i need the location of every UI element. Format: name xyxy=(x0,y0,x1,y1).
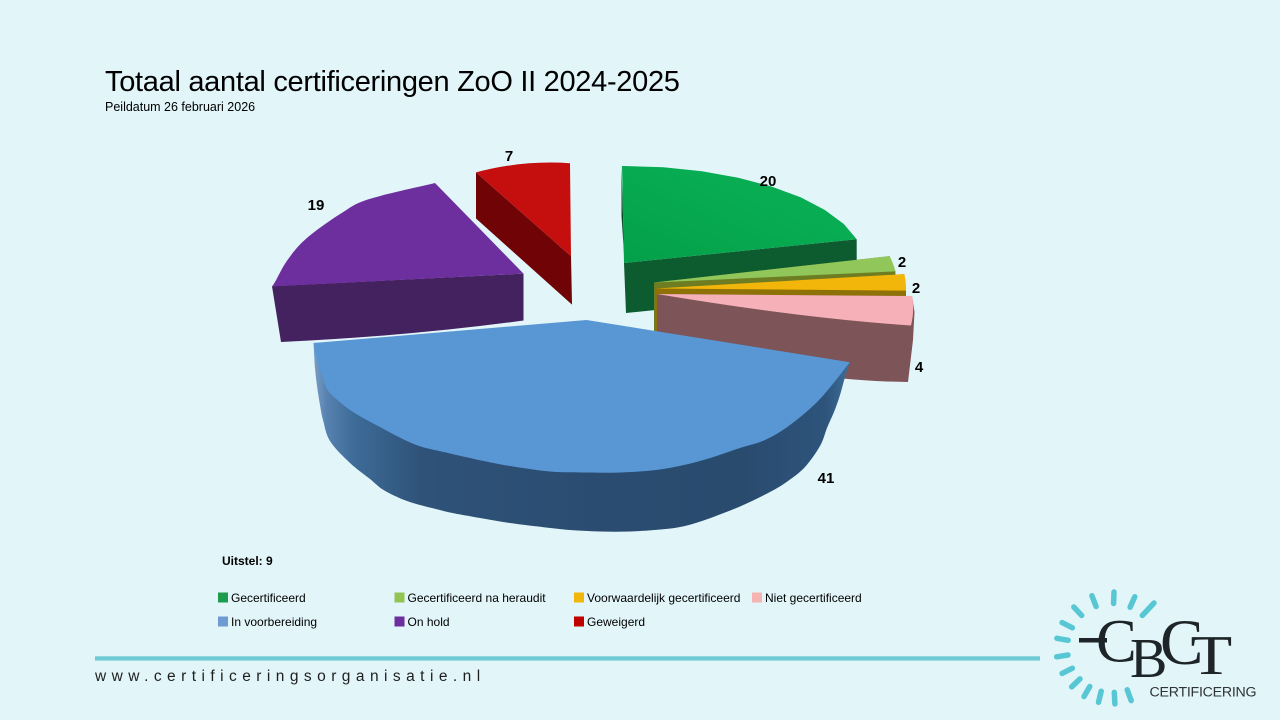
svg-text:19: 19 xyxy=(308,197,325,214)
svg-text:41: 41 xyxy=(818,470,835,487)
svg-text:Gecertificeerd na heraudit: Gecertificeerd na heraudit xyxy=(408,591,547,605)
svg-text:2: 2 xyxy=(912,280,920,297)
svg-text:Voorwaardelijk gecertificeerd: Voorwaardelijk gecertificeerd xyxy=(587,591,740,605)
svg-text:C: C xyxy=(1096,609,1137,676)
svg-text:Uitstel: 9: Uitstel: 9 xyxy=(222,554,273,568)
svg-text:B: B xyxy=(1130,628,1167,690)
svg-text:20: 20 xyxy=(760,173,777,190)
svg-text:Gecertificeerd: Gecertificeerd xyxy=(231,591,306,605)
svg-text:7: 7 xyxy=(505,148,513,165)
svg-text:In voorbereiding: In voorbereiding xyxy=(231,615,317,629)
svg-text:4: 4 xyxy=(915,359,924,376)
svg-text:2: 2 xyxy=(898,254,906,271)
svg-text:Peildatum 26 februari 2026: Peildatum 26 februari 2026 xyxy=(105,100,255,114)
svg-text:CERTIFICERING: CERTIFICERING xyxy=(1150,685,1257,701)
svg-text:Geweigerd: Geweigerd xyxy=(587,615,645,629)
svg-text:www.certificeringsorganisatie.: www.certificeringsorganisatie.nl xyxy=(94,668,486,685)
svg-text:Niet gecertificeerd: Niet gecertificeerd xyxy=(765,591,862,605)
svg-text:On hold: On hold xyxy=(408,615,450,629)
svg-text:C: C xyxy=(1160,607,1203,679)
svg-text:Totaal aantal certificeringen: Totaal aantal certificeringen ZoO II 202… xyxy=(105,66,680,98)
svg-text:T: T xyxy=(1191,624,1233,687)
